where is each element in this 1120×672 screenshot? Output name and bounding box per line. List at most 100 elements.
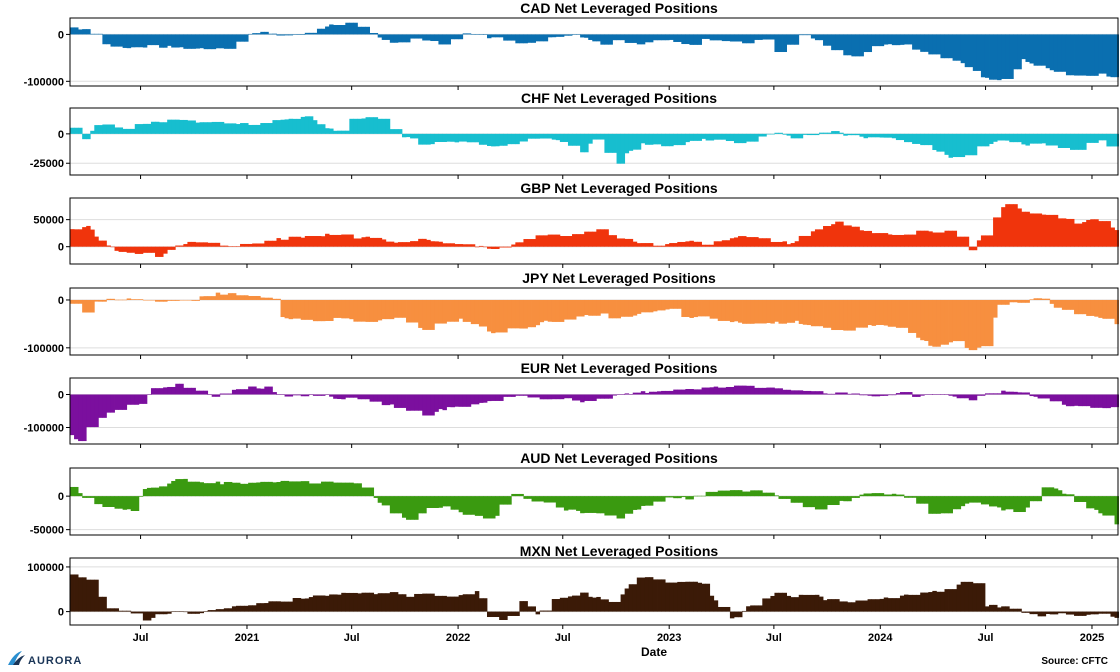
bar	[369, 592, 375, 612]
bar	[458, 34, 464, 40]
bar	[729, 386, 735, 395]
bar	[130, 128, 136, 134]
bar	[1114, 299, 1119, 325]
bar	[308, 116, 314, 134]
bar	[450, 394, 456, 408]
bar	[875, 493, 881, 497]
bar	[240, 389, 245, 395]
bar	[167, 34, 172, 46]
bar	[276, 394, 281, 395]
bar	[179, 383, 184, 395]
bar	[648, 577, 654, 612]
bar	[980, 583, 986, 612]
bar	[450, 243, 456, 247]
bar	[82, 133, 87, 140]
bar	[940, 394, 945, 395]
bar	[401, 496, 407, 518]
bar	[717, 490, 723, 497]
bar	[268, 123, 273, 134]
bar	[725, 34, 731, 42]
bar	[1070, 133, 1075, 150]
bar	[1005, 34, 1010, 79]
bar	[742, 491, 747, 497]
bar	[385, 299, 391, 320]
bar	[729, 490, 735, 497]
bar	[523, 133, 528, 142]
bar	[102, 240, 107, 247]
bar	[1017, 299, 1022, 303]
bar	[984, 393, 990, 395]
bar	[750, 34, 755, 44]
bar	[203, 34, 209, 50]
bar	[980, 496, 986, 505]
bar	[130, 299, 136, 300]
bar	[142, 34, 148, 48]
bar	[418, 593, 423, 612]
bar	[600, 496, 605, 514]
bar	[389, 496, 395, 514]
bar	[288, 34, 294, 36]
bar	[960, 133, 966, 158]
bar	[1049, 214, 1055, 247]
bar	[1106, 394, 1111, 409]
bar	[705, 34, 711, 39]
bar	[632, 392, 638, 395]
bar	[859, 230, 864, 247]
bar	[118, 496, 124, 509]
bar	[657, 245, 662, 247]
bar	[381, 593, 387, 612]
bar	[559, 496, 565, 508]
bar	[847, 34, 852, 56]
bar	[410, 394, 415, 411]
bar	[989, 235, 994, 247]
bar	[584, 496, 589, 513]
bar	[677, 133, 682, 146]
bar	[276, 238, 281, 247]
bar	[928, 133, 933, 146]
bar	[134, 611, 140, 614]
bar	[106, 34, 111, 45]
bar	[1057, 611, 1063, 614]
bar	[964, 581, 970, 612]
bar	[980, 394, 986, 396]
bar	[968, 394, 974, 401]
bar	[1041, 298, 1047, 300]
bar	[1061, 611, 1067, 614]
bar	[733, 611, 739, 618]
bar	[345, 299, 350, 319]
bar	[810, 594, 816, 612]
bar	[1074, 611, 1079, 616]
bar	[677, 34, 682, 42]
bar	[304, 481, 310, 497]
bar	[754, 490, 759, 497]
bar	[782, 592, 787, 612]
bar	[126, 394, 132, 405]
bar	[839, 221, 844, 247]
bar	[1029, 611, 1034, 615]
bar	[701, 133, 707, 139]
bar	[98, 33, 103, 35]
bar	[661, 579, 666, 612]
bar	[260, 603, 265, 612]
bar	[523, 496, 528, 499]
bar	[612, 235, 617, 247]
bar	[608, 235, 613, 247]
bar	[292, 394, 298, 396]
bar	[689, 581, 694, 612]
bar	[778, 388, 783, 395]
bar	[693, 389, 698, 395]
bar	[377, 593, 383, 612]
bar	[106, 245, 111, 247]
bar	[454, 394, 460, 407]
bar	[361, 592, 366, 612]
bar	[794, 133, 800, 139]
bar	[729, 133, 735, 142]
bar	[778, 34, 783, 53]
bar	[482, 496, 488, 519]
bar	[369, 32, 375, 35]
bar	[936, 34, 941, 55]
bar	[487, 299, 492, 332]
bar	[345, 234, 350, 247]
bar	[503, 611, 508, 620]
